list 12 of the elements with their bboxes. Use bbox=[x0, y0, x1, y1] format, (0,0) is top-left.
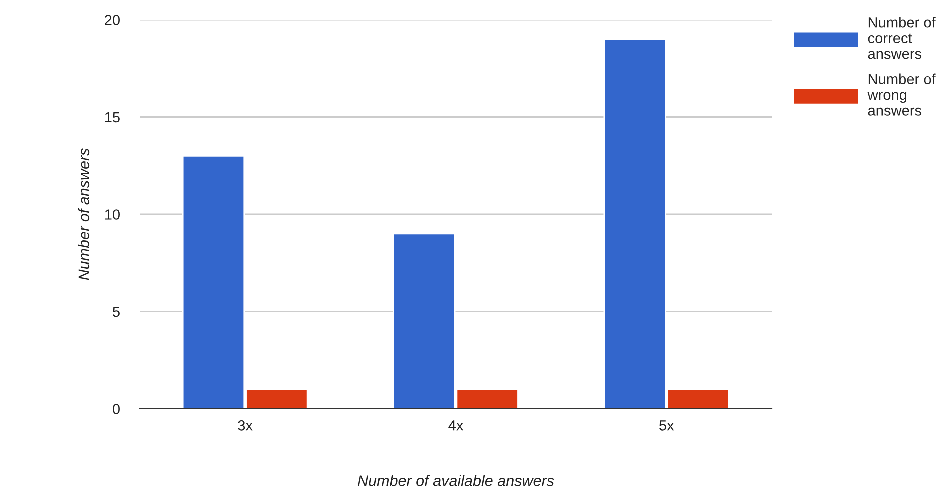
x-tick-label: 3x bbox=[238, 420, 253, 431]
y-tick-label: 10 bbox=[105, 210, 120, 220]
legend-label: Number of wrong answers bbox=[868, 74, 936, 116]
y-tick-label: 15 bbox=[105, 112, 120, 123]
y-tick-label: 0 bbox=[113, 404, 120, 414]
y-axis-title: Number of answers bbox=[78, 148, 90, 280]
x-tick-label: 5x bbox=[660, 420, 674, 431]
y-tick-label: 5 bbox=[113, 307, 120, 318]
legend-label: Number of correct answers bbox=[868, 17, 936, 60]
x-tick-label: 4x bbox=[448, 420, 464, 431]
y-tick-label: 20 bbox=[105, 15, 120, 26]
x-axis-title: Number of available answers bbox=[358, 475, 554, 486]
